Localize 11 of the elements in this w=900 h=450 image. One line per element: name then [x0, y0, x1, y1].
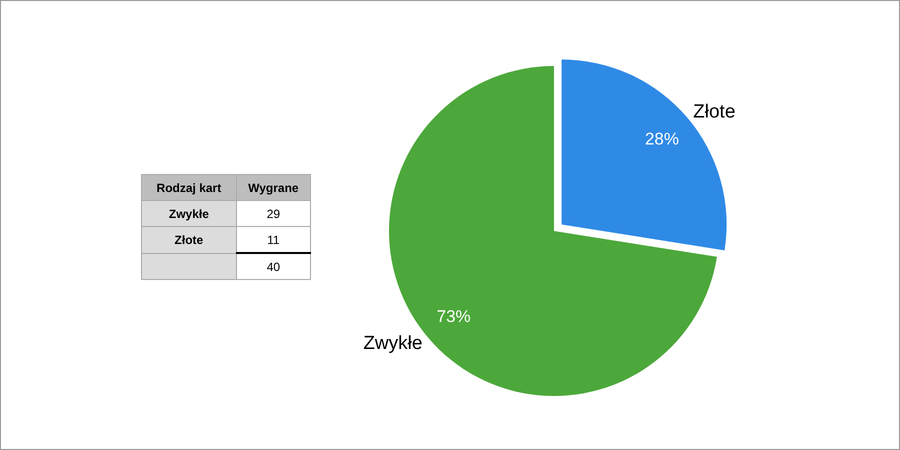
slice-label: Zwykłe — [363, 332, 422, 354]
data-label: 73% — [436, 307, 471, 326]
text: Wygrane — [236, 174, 310, 200]
text: 11 — [267, 232, 280, 246]
data-label: 28% — [644, 129, 679, 148]
text: 40 — [266, 260, 280, 274]
category-label: Zwykłe — [142, 200, 236, 226]
text: 29 — [266, 206, 280, 220]
text: Rodzaj kart — [142, 174, 236, 200]
category-label: Złote — [142, 226, 236, 253]
slice-label: Złote — [693, 102, 736, 123]
